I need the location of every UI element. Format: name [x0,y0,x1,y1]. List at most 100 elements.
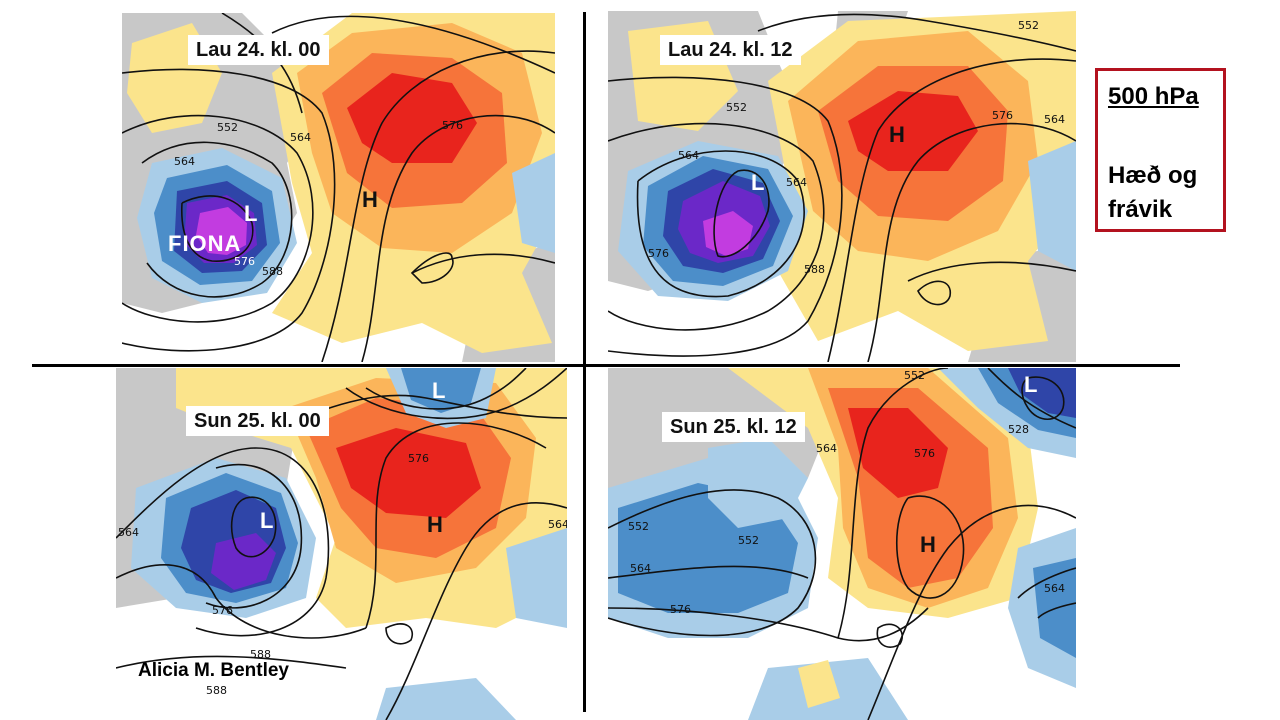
cool-anomaly-mid [401,368,481,413]
contour-label: 552 [628,520,649,533]
warm-anomaly-strong [848,408,948,498]
high-pressure-marker: H [362,187,378,212]
map-panel-1-graphic: 552 564 564 576 576 588 [122,13,555,362]
storm-name-label: FIONA [168,231,242,256]
contour-label: 576 [914,447,935,460]
height-contour [757,13,1076,52]
height-contour [116,447,330,637]
height-contour [636,150,805,298]
height-contour [837,368,949,639]
height-contour [205,463,303,609]
height-contour [1037,602,1076,619]
height-contour [181,195,254,262]
low-pressure-marker: L [260,508,274,533]
contour-label: 564 [118,526,139,539]
contour-label: 564 [630,562,651,575]
map-panel-sun-25-12: 552 552 564 564 576 576 528 564 552 Sun … [608,368,1076,720]
height-contour [867,504,1076,720]
contour-label: 564 [786,176,807,189]
contour-label: 576 [408,452,429,465]
height-contour [345,368,567,420]
height-contour [410,252,454,284]
height-contour [608,76,843,357]
contour-label: 588 [250,648,271,661]
high-pressure-marker: H [427,512,443,537]
height-contour [365,422,547,629]
height-contour [411,253,555,274]
contour-label: 588 [804,263,825,276]
contour-label: 576 [992,109,1013,122]
map-panel-lau-24-12: 552 552 564 564 576 576 588 564 Lau 24. … [608,11,1076,362]
cool-anomaly-pale [376,678,516,720]
height-contour [122,68,336,352]
time-label: Lau 24. kl. 00 [188,35,329,65]
time-label: Sun 25. kl. 00 [186,406,329,436]
contour-label: 552 [738,534,759,547]
contour-label: 588 [262,265,283,278]
contour-label: 576 [648,247,669,260]
contour-label: 552 [1018,19,1039,32]
low-pressure-marker: L [751,170,765,195]
horizontal-divider [32,364,1180,367]
cool-anomaly-magenta [196,207,247,255]
map-panel-sun-25-00: 564 576 576 588 588 564 Sun 25. kl. 00 L… [116,368,567,720]
contour-label: 564 [678,149,699,162]
map-panel-3-graphic: 564 576 576 588 588 564 [116,368,567,720]
height-contour [141,141,293,298]
height-contour [608,122,825,331]
height-contour [321,50,555,362]
contour-label: 552 [726,101,747,114]
height-contour [907,261,1076,282]
legend-subtitle: Hæð og frávik [1108,162,1198,223]
height-contour [876,623,903,648]
height-contour [608,565,809,579]
height-contour [895,495,965,599]
author-credit: Alicia M. Bentley [138,660,289,681]
time-label: Sun 25. kl. 12 [662,412,805,442]
height-contour [116,564,367,639]
high-pressure-marker: H [920,532,936,557]
height-contour [917,280,951,306]
contour-label: 576 [670,603,691,616]
low-pressure-marker: L [244,201,258,226]
map-panel-2-graphic: 552 552 564 564 576 576 588 564 [608,11,1076,362]
legend-box: 500 hPa Hæð og frávik [1095,68,1226,232]
height-contour [608,607,929,642]
height-contour [713,169,770,258]
top-low-pressure-marker: L [432,378,446,403]
warm-anomaly-pale [798,660,840,708]
contour-label: 564 [174,155,195,168]
height-contour [385,623,413,645]
contour-label: 552 [904,369,925,382]
contour-label: 564 [290,131,311,144]
height-contour [1021,376,1065,421]
map-panel-lau-24-00: 552 564 564 576 576 588 Lau 24. kl. 00 L… [122,13,555,362]
legend-title: 500 hPa [1108,83,1199,110]
high-pressure-marker: H [889,122,905,147]
height-contour [987,368,1076,429]
warm-anomaly-strong [336,428,481,518]
warm-anomaly-strong [848,91,978,171]
height-contour [365,368,527,410]
height-contour [122,114,314,323]
contour-label: 564 [816,442,837,455]
height-contour [827,58,1076,362]
contour-label: 564 [548,518,567,531]
height-contour [361,114,555,362]
cool-anomaly-pale [506,528,567,628]
contour-label: 588 [206,684,227,697]
vertical-divider-top [583,12,586,712]
cool-anomaly-violet [211,533,276,590]
contour-label: 528 [1008,423,1029,436]
height-contour [867,122,1076,362]
contour-label: 564 [1044,113,1065,126]
contour-label: 576 [212,604,233,617]
cool-anomaly-pale [512,153,555,253]
warm-anomaly-strong [347,73,477,163]
contour-label: 564 [1044,582,1065,595]
height-contour [271,15,555,74]
contour-label: 576 [234,255,255,268]
cool-anomaly-pale [708,438,808,528]
contour-label: 552 [217,121,238,134]
cool-anomaly-pale [1028,141,1076,271]
